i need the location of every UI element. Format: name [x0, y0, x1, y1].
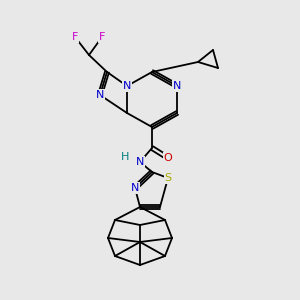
Text: N: N: [123, 81, 131, 91]
Text: H: H: [121, 152, 129, 162]
Text: S: S: [164, 173, 172, 183]
Text: O: O: [164, 153, 172, 163]
Text: N: N: [96, 90, 104, 100]
Text: F: F: [72, 32, 78, 42]
Text: N: N: [136, 157, 144, 167]
Text: N: N: [173, 81, 181, 91]
Text: F: F: [99, 32, 105, 42]
Text: N: N: [131, 183, 139, 193]
